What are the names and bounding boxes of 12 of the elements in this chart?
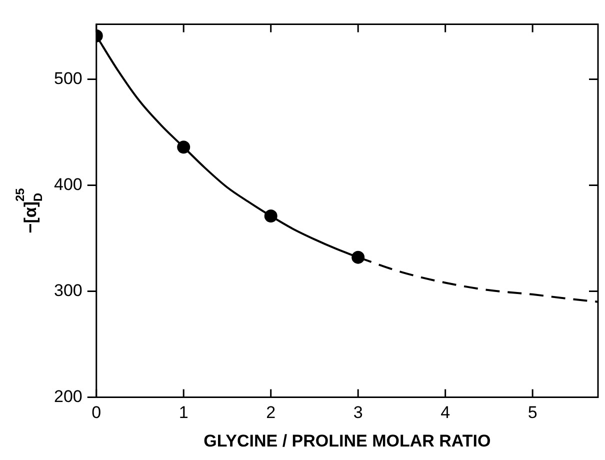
x-tick-label: 1 <box>178 403 188 422</box>
x-tick-label: 5 <box>528 403 538 422</box>
y-tick-label: 300 <box>54 280 82 300</box>
x-tick-label: 4 <box>440 403 450 422</box>
x-axis-title: GLYCINE / PROLINE MOLAR RATIO <box>204 431 491 450</box>
x-tick-label: 3 <box>353 403 363 422</box>
y-tick-label: 500 <box>54 68 82 88</box>
x-tick-label: 2 <box>266 403 276 422</box>
x-tick-label: 0 <box>92 403 102 422</box>
y-tick-label: 400 <box>54 174 82 194</box>
y-tick-label: 200 <box>54 386 82 406</box>
y-axis-title: −[α]D25 <box>13 188 45 234</box>
